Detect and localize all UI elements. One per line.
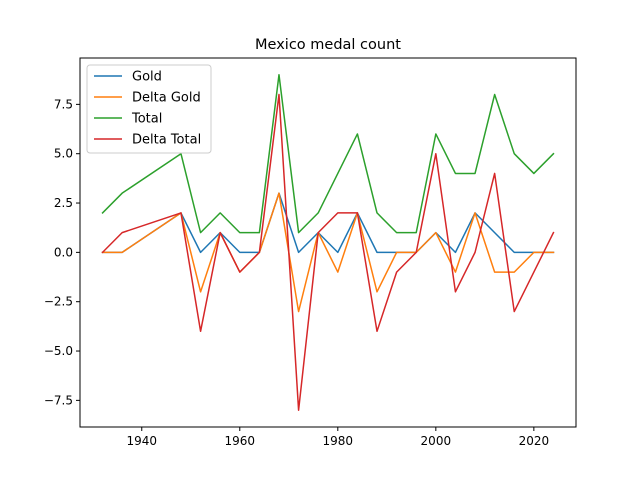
chart-title: Mexico medal count [255,37,401,53]
y-tick-label: −2.5 [44,295,73,309]
x-tick-label: 2000 [421,434,452,448]
x-tick-label: 1960 [225,434,256,448]
legend-label-delta-total: Delta Total [132,133,201,148]
x-tick-label: 2020 [519,434,550,448]
legend-label-delta-gold: Delta Gold [132,91,201,106]
y-tick-label: −7.5 [44,393,73,407]
y-tick-label: −5.0 [44,344,73,358]
y-tick-label: 5.0 [54,147,73,161]
legend: Gold Delta Gold Total Delta Total [86,64,212,154]
x-tick-label: 1940 [126,434,157,448]
y-tick-label: 0.0 [54,245,73,259]
legend-box [86,64,212,154]
y-tick-label: 2.5 [54,196,73,210]
legend-label-gold: Gold [132,70,162,85]
legend-label-total: Total [131,112,162,127]
plot-area-frame [79,57,577,428]
y-axis-ticks: −7.5 −5.0 −2.5 0.0 2.5 5.0 7.5 [44,97,80,407]
series-line-gold [101,192,555,254]
x-axis-ticks: 1940 1960 1980 2000 2020 [126,427,549,448]
series-line-total [101,74,555,234]
y-tick-label: 7.5 [54,97,73,111]
series-line-delta-gold [101,192,555,313]
series-line-delta-total [101,93,555,411]
x-tick-label: 1980 [323,434,354,448]
series-lines [101,74,555,411]
